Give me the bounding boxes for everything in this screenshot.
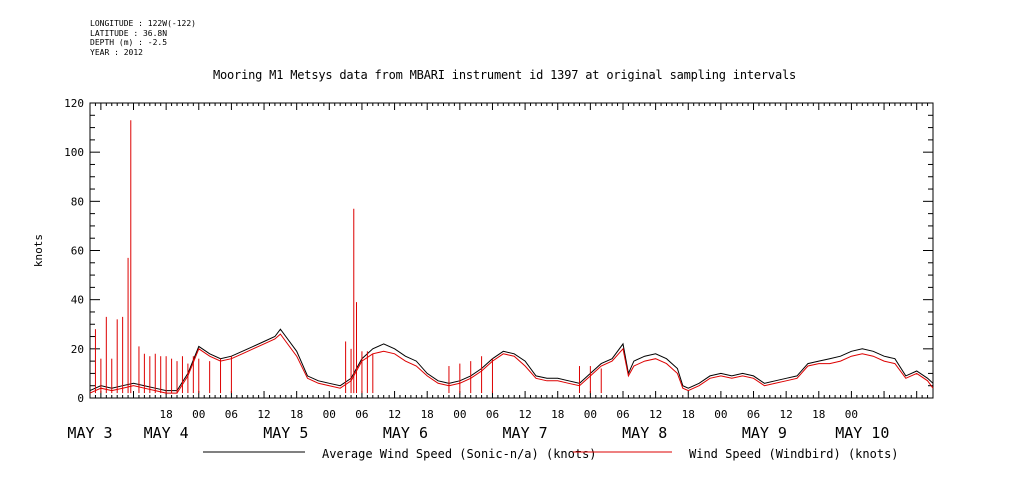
y-tick-label: 120 [64, 97, 84, 110]
y-tick-label: 0 [77, 392, 84, 405]
x-tick-label: 00 [845, 408, 858, 421]
series-line [89, 333, 934, 394]
x-date-label: MAY 8 [622, 424, 667, 442]
series-average-wind-speed [89, 328, 934, 392]
legend-label-average: Average Wind Speed (Sonic-n/a) (knots) [322, 447, 597, 461]
x-tick-label: 12 [518, 408, 531, 421]
legend-label-windbird: Wind Speed (Windbird) (knots) [689, 447, 899, 461]
meta-year: YEAR : 2012 [90, 47, 143, 57]
x-tick-label: 18 [290, 408, 303, 421]
y-tick-label: 80 [71, 195, 84, 208]
x-tick-label: 00 [323, 408, 336, 421]
x-tick-label: 06 [616, 408, 629, 421]
chart-title: Mooring M1 Metsys data from MBARI instru… [212, 68, 797, 82]
x-date-label: MAY 10 [835, 424, 889, 442]
y-tick-label: 100 [64, 146, 84, 159]
y-tick-label: 40 [71, 294, 84, 307]
x-tick-label: 00 [714, 408, 727, 421]
x-tick-label: 12 [257, 408, 270, 421]
x-tick-label: 06 [747, 408, 760, 421]
x-tick-label: 18 [421, 408, 434, 421]
x-date-label: MAY 7 [503, 424, 548, 442]
x-tick-label: 00 [453, 408, 466, 421]
meta-latitude: LATITUDE : 36.8N [90, 28, 168, 38]
x-date-label: MAY 6 [383, 424, 428, 442]
x-date-label: MAY 9 [742, 424, 787, 442]
y-axis-label: knots [32, 234, 45, 267]
x-tick-label: 00 [584, 408, 597, 421]
y-tick-label: 60 [71, 245, 84, 258]
series-windbird-wind-speed [89, 120, 934, 394]
meta-longitude: LONGITUDE : 122W(-122) [90, 19, 196, 28]
x-date-label: MAY 4 [144, 424, 189, 442]
x-date-label: MAY 5 [263, 424, 308, 442]
x-tick-label: 18 [160, 408, 173, 421]
x-tick-label: 06 [225, 408, 238, 421]
series-line [89, 328, 934, 392]
y-tick-label: 20 [71, 343, 84, 356]
x-tick-label: 18 [551, 408, 564, 421]
x-tick-label: 00 [192, 408, 205, 421]
meta-depth: DEPTH (m) : -2.5 [90, 38, 168, 48]
x-tick-label: 18 [682, 408, 695, 421]
x-tick-label: 06 [355, 408, 368, 421]
x-tick-label: 12 [388, 408, 401, 421]
metadata-block: LONGITUDE : 122W(-122) LATITUDE : 36.8N DE… [90, 19, 196, 57]
plot-frame [89, 102, 934, 399]
legend: Average Wind Speed (Sonic-n/a) (knots) Wi… [203, 447, 899, 461]
x-tick-label: 18 [812, 408, 825, 421]
x-tick-label: 06 [486, 408, 499, 421]
x-tick-label: 12 [649, 408, 662, 421]
x-date-label: MAY 3 [67, 424, 112, 442]
x-tick-label: 12 [780, 408, 793, 421]
